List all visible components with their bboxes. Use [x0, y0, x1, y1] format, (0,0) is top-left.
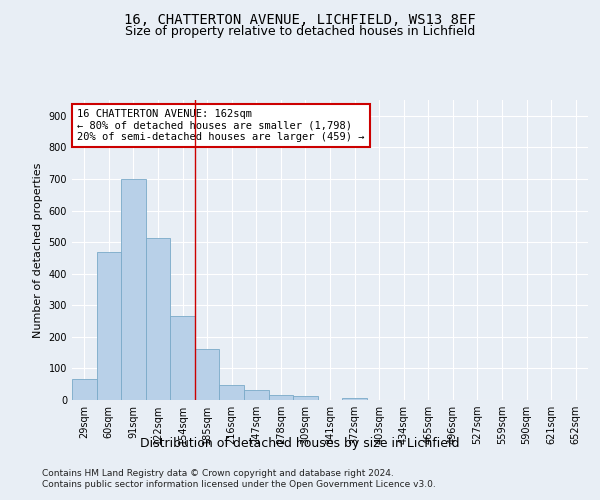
Y-axis label: Number of detached properties: Number of detached properties — [33, 162, 43, 338]
Bar — [146, 238, 170, 400]
Text: Contains public sector information licensed under the Open Government Licence v3: Contains public sector information licen… — [42, 480, 436, 489]
Text: Size of property relative to detached houses in Lichfield: Size of property relative to detached ho… — [125, 25, 475, 38]
Bar — [293, 396, 318, 400]
Text: 16 CHATTERTON AVENUE: 162sqm
← 80% of detached houses are smaller (1,798)
20% of: 16 CHATTERTON AVENUE: 162sqm ← 80% of de… — [77, 109, 365, 142]
Text: Distribution of detached houses by size in Lichfield: Distribution of detached houses by size … — [140, 438, 460, 450]
Bar — [195, 350, 220, 400]
Text: Contains HM Land Registry data © Crown copyright and database right 2024.: Contains HM Land Registry data © Crown c… — [42, 469, 394, 478]
Bar — [170, 316, 195, 400]
Bar — [97, 252, 121, 400]
Bar — [342, 398, 367, 400]
Bar — [121, 179, 146, 400]
Bar — [220, 385, 244, 400]
Bar — [269, 396, 293, 400]
Bar — [244, 390, 269, 400]
Text: 16, CHATTERTON AVENUE, LICHFIELD, WS13 8EF: 16, CHATTERTON AVENUE, LICHFIELD, WS13 8… — [124, 12, 476, 26]
Bar — [72, 380, 97, 400]
